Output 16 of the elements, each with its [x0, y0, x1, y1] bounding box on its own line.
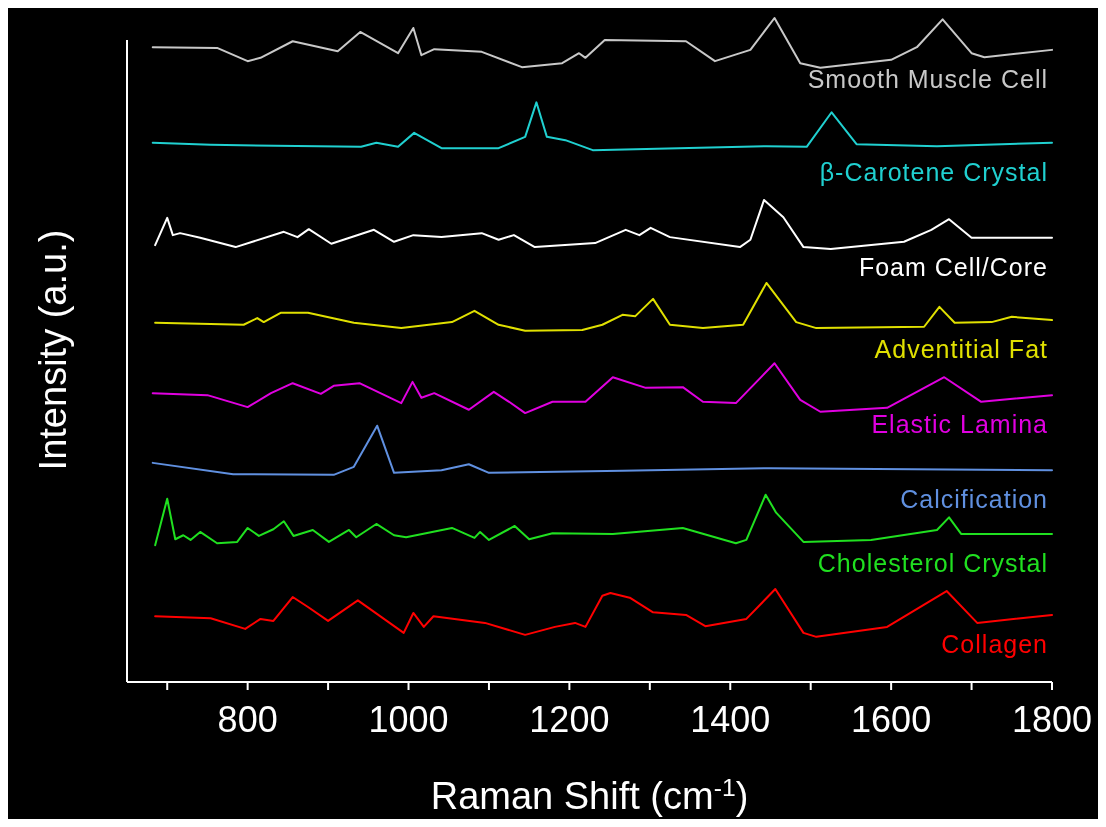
- x-tick-label: 800: [217, 699, 278, 740]
- x-axis-title: Raman Shift (cm$^{-1}$): [430, 773, 749, 817]
- x-tick-label: 1800: [1011, 699, 1093, 740]
- series-label: Elastic Lamina: [871, 410, 1048, 439]
- y-axis-title: Intensity (a.u.): [32, 229, 74, 471]
- series-label: Calcification: [900, 485, 1048, 514]
- series-label: Foam Cell/Core: [858, 252, 1048, 281]
- series-label: β-Carotene Crystal: [819, 157, 1048, 186]
- series-label: Collagen: [941, 629, 1048, 658]
- x-tick-label: 1000: [368, 699, 449, 740]
- series-label: Smooth Muscle Cell: [807, 64, 1048, 93]
- x-tick-label: 1600: [851, 699, 932, 740]
- series-label: Cholesterol Crystal: [817, 548, 1048, 577]
- x-tick-label: 1200: [529, 699, 610, 740]
- x-tick-label: 1400: [690, 699, 771, 740]
- series-label: Adventitial Fat: [874, 335, 1048, 364]
